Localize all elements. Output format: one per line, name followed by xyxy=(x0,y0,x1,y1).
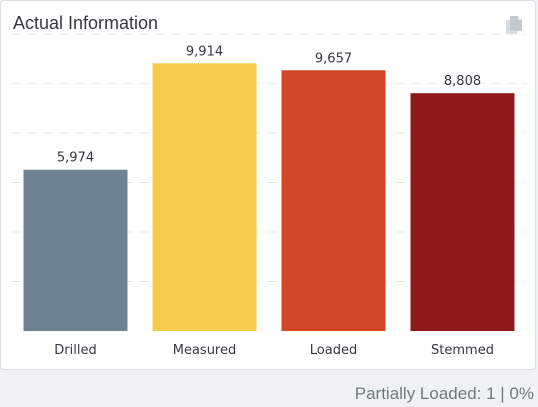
bar-value-label: 5,974 xyxy=(57,151,94,166)
bar-value-label: 9,657 xyxy=(315,51,352,66)
card-title: Actual Information xyxy=(13,13,159,33)
bar-value-label: 8,808 xyxy=(444,74,481,89)
copy-icon-graphic xyxy=(506,16,522,34)
bar-stemmed[interactable] xyxy=(410,93,515,332)
category-label: Measured xyxy=(173,343,237,358)
copy-icon[interactable] xyxy=(505,15,523,35)
bar-chart: 5,974 Drilled 9,914 Measured 9,657 Loaded 8,80… xyxy=(11,33,527,358)
category-label: Stemmed xyxy=(431,343,494,358)
bar-drilled[interactable] xyxy=(23,169,128,331)
bar-measured[interactable] xyxy=(152,63,257,332)
bar-loaded[interactable] xyxy=(281,70,386,332)
actual-information-card: Actual Information 5,974 Drilled 9,914 Meas… xyxy=(0,0,536,370)
category-label: Drilled xyxy=(54,343,96,358)
partially-loaded-status: Partially Loaded: 1 | 0% xyxy=(354,384,534,403)
bar-value-label: 9,914 xyxy=(186,44,223,59)
category-label: Loaded xyxy=(310,343,357,358)
